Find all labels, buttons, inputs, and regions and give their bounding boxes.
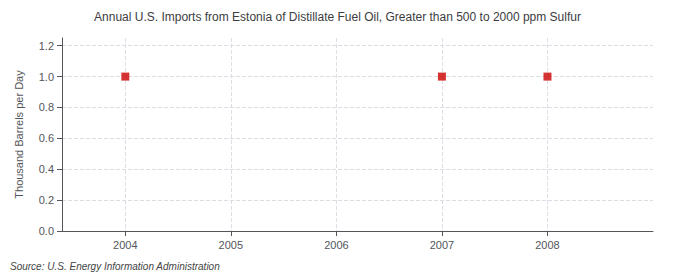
svg-text:0.0: 0.0 <box>39 225 54 237</box>
svg-text:2007: 2007 <box>430 239 454 251</box>
svg-text:Source: U.S. Energy Informatio: Source: U.S. Energy Information Administ… <box>10 261 220 272</box>
svg-text:0.2: 0.2 <box>39 194 54 206</box>
svg-text:0.6: 0.6 <box>39 132 54 144</box>
svg-text:2004: 2004 <box>113 239 137 251</box>
svg-text:0.8: 0.8 <box>39 101 54 113</box>
svg-text:1.2: 1.2 <box>39 40 54 52</box>
svg-text:0.4: 0.4 <box>39 163 54 175</box>
svg-text:2005: 2005 <box>219 239 243 251</box>
svg-text:2008: 2008 <box>535 239 559 251</box>
svg-text:1.0: 1.0 <box>39 71 54 83</box>
svg-text:Thousand Barrels per Day: Thousand Barrels per Day <box>13 70 25 199</box>
svg-text:2006: 2006 <box>324 239 348 251</box>
svg-text:Annual U.S. Imports from Eston: Annual U.S. Imports from Estonia of Dist… <box>94 10 581 24</box>
